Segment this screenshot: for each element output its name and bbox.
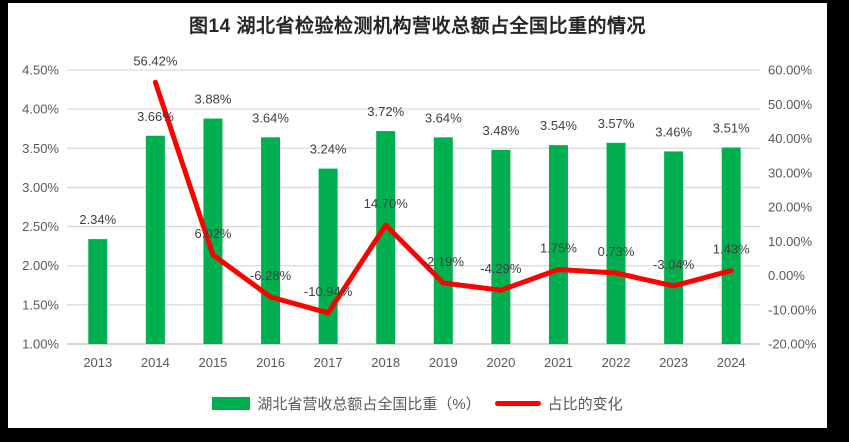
bar-data-label: 3.57% bbox=[598, 116, 635, 131]
chart-title: 图14 湖北省检验检测机构营收总额占全国比重的情况 bbox=[189, 16, 646, 37]
line-data-label: 0.73% bbox=[598, 244, 635, 259]
line-data-label: -2.19% bbox=[423, 254, 465, 269]
bar-data-label: 3.64% bbox=[252, 110, 289, 125]
bar-2018 bbox=[376, 131, 396, 344]
bar-2016 bbox=[261, 137, 281, 344]
left-axis-tick: 1.50% bbox=[22, 297, 59, 312]
line-data-label: 6.02% bbox=[195, 226, 232, 241]
right-axis-tick: -10.00% bbox=[768, 302, 817, 317]
legend-label-line-series: 占比的变化 bbox=[547, 396, 623, 413]
right-axis-tick: 40.00% bbox=[768, 131, 813, 146]
legend-label-bar-series: 湖北省营收总额占全国比重（%） bbox=[257, 396, 481, 413]
line-data-label: -10.94% bbox=[304, 284, 353, 299]
bar-series-swatch bbox=[212, 397, 251, 410]
left-axis-tick: 3.50% bbox=[22, 141, 59, 156]
x-axis-label: 2014 bbox=[141, 355, 170, 370]
line-data-label: 14.70% bbox=[364, 196, 409, 211]
x-axis-label: 2022 bbox=[602, 355, 631, 370]
bar-2013 bbox=[88, 239, 108, 344]
bar-2022 bbox=[606, 142, 626, 344]
right-axis-tick: 50.00% bbox=[768, 97, 813, 112]
right-axis-tick: 20.00% bbox=[768, 200, 813, 215]
bar-data-label: 3.64% bbox=[425, 110, 462, 125]
bar-2021 bbox=[548, 145, 568, 344]
bar-2020 bbox=[491, 149, 511, 344]
left-axis-tick: 2.50% bbox=[22, 219, 59, 234]
right-axis-tick: 60.00% bbox=[768, 63, 813, 78]
line-data-label: -3.04% bbox=[653, 257, 695, 272]
left-axis-tick: 3.00% bbox=[22, 180, 59, 195]
bar-data-label: 3.51% bbox=[713, 121, 750, 136]
right-axis-tick: 0.00% bbox=[768, 268, 805, 283]
bar-data-label: 3.88% bbox=[195, 92, 232, 107]
bar-data-label: 3.54% bbox=[540, 118, 577, 133]
right-axis-tick: -20.00% bbox=[768, 337, 817, 352]
line-data-label: 56.42% bbox=[133, 53, 178, 68]
bar-data-label: 3.66% bbox=[137, 109, 174, 124]
bar-data-label: 3.46% bbox=[655, 124, 692, 139]
bar-data-label: 2.34% bbox=[79, 212, 116, 227]
bar-2017 bbox=[318, 168, 338, 344]
chart-legend: 湖北省营收总额占全国比重（%） 占比的变化 bbox=[8, 393, 827, 414]
x-axis-label: 2018 bbox=[371, 355, 400, 370]
x-axis-label: 2017 bbox=[314, 355, 343, 370]
left-axis-tick: 1.00% bbox=[22, 337, 59, 352]
bar-data-label: 3.48% bbox=[482, 123, 519, 138]
legend-item-bar-series: 湖北省营收总额占全国比重（%） bbox=[212, 393, 481, 414]
bar-data-label: 3.72% bbox=[367, 104, 404, 119]
line-data-label: 1.43% bbox=[713, 242, 750, 257]
bar-2019 bbox=[433, 137, 453, 344]
x-axis-label: 2015 bbox=[198, 355, 227, 370]
bar-2014 bbox=[145, 135, 165, 344]
bar-2024 bbox=[721, 147, 741, 344]
line-data-label: -6.28% bbox=[250, 268, 292, 283]
x-axis-label: 2019 bbox=[429, 355, 458, 370]
chart-panel: 图14 湖北省检验检测机构营收总额占全国比重的情况 4.50% 4.00% 3.50… bbox=[8, 3, 827, 428]
left-axis-tick: 4.00% bbox=[22, 102, 59, 117]
x-axis-label: 2016 bbox=[256, 355, 285, 370]
bar-2023 bbox=[664, 151, 684, 344]
right-axis-tick: 30.00% bbox=[768, 165, 813, 180]
x-axis-label: 2013 bbox=[83, 355, 112, 370]
x-axis-label: 2020 bbox=[486, 355, 515, 370]
chart-svg: 4.50% 4.00% 3.50% 3.00% 2.50% 2.00% 1.50% 1.00%… bbox=[22, 53, 817, 370]
line-data-label: -4.29% bbox=[480, 261, 522, 276]
x-axis-label: 2024 bbox=[717, 355, 746, 370]
bar-2015 bbox=[203, 118, 223, 344]
x-axis-label: 2023 bbox=[659, 355, 688, 370]
left-axis-tick: 2.00% bbox=[22, 258, 59, 273]
right-axis-tick: 10.00% bbox=[768, 234, 813, 249]
legend-item-line-series: 占比的变化 bbox=[494, 393, 623, 414]
line-series bbox=[152, 79, 734, 316]
line-series-swatch bbox=[494, 401, 541, 406]
line-data-label: 1.75% bbox=[540, 241, 577, 256]
x-axis-label: 2021 bbox=[544, 355, 573, 370]
left-axis-tick: 4.50% bbox=[22, 63, 59, 78]
bar-data-label: 3.24% bbox=[310, 142, 347, 157]
